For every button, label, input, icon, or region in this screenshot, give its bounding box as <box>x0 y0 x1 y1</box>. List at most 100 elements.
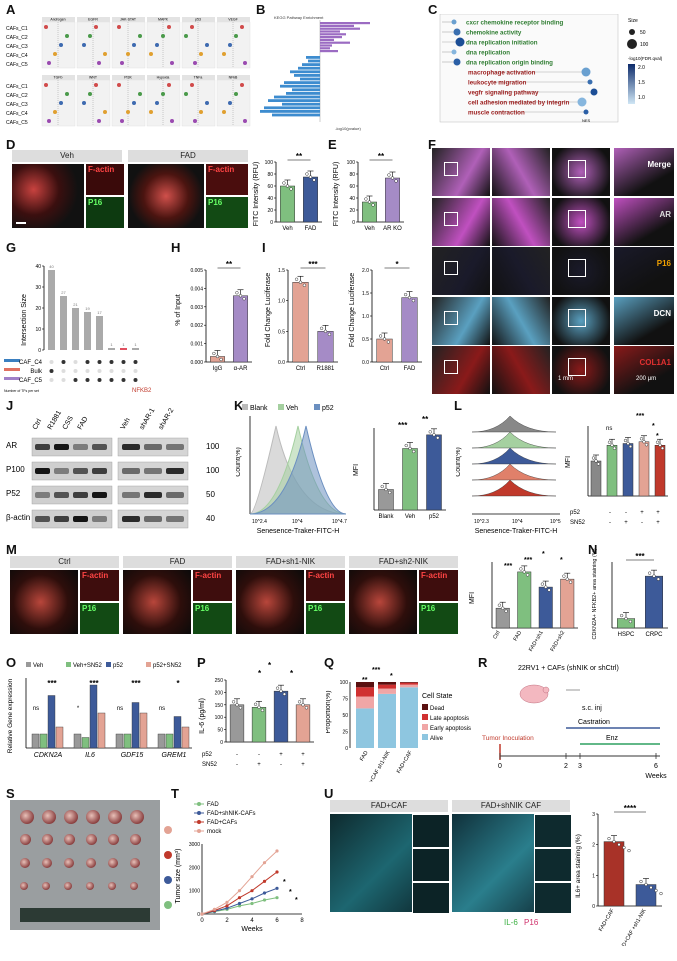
legend-label: Early apoptosis <box>430 726 471 732</box>
y-axis-label: Count(%) <box>456 447 462 477</box>
y-tick-label: 1000 <box>189 889 200 895</box>
x-tick-label: α-AR <box>234 366 248 372</box>
bar <box>654 445 666 497</box>
y-tick-label: 0 <box>345 746 348 752</box>
data-point <box>412 449 416 454</box>
tumor-sample <box>42 882 50 890</box>
panel-m-p16: P16 <box>419 603 458 634</box>
histogram <box>471 479 557 497</box>
sign: - <box>641 520 643 526</box>
legend-swatch <box>278 404 284 410</box>
data-point <box>658 443 662 447</box>
matrix-dot <box>97 378 102 382</box>
panel-d-veh-factin: F-actin <box>86 164 124 195</box>
stacked-segment <box>400 684 418 688</box>
tumor-sample <box>108 882 116 890</box>
panel-d-veh-p16: P16 <box>86 197 124 228</box>
facet-label: p53 <box>195 18 201 22</box>
bar <box>229 704 245 743</box>
x-tick-label: Ctrl <box>380 366 389 372</box>
facet-bg <box>41 79 76 127</box>
sign: + <box>656 510 660 516</box>
facet-label: VEGF <box>228 18 238 22</box>
lane-label: shAR-1 <box>139 407 157 431</box>
blot-band <box>122 516 140 522</box>
legend-swatch <box>26 662 31 667</box>
row-label: SN52 <box>202 762 218 768</box>
term-label: cxcr chemokine receptor binding <box>466 20 564 27</box>
bar-purple <box>320 27 360 30</box>
blot-band <box>166 444 184 450</box>
bar-blue <box>290 70 320 74</box>
bar <box>560 578 575 629</box>
lollipop-dot <box>590 88 598 96</box>
y-tick-label: 50 <box>217 728 223 734</box>
inset-box <box>568 358 586 376</box>
y-axis-label: MFI <box>469 592 476 604</box>
y-tick-label: 0.000 <box>190 360 203 366</box>
series-point <box>237 896 242 900</box>
bar-blue <box>292 88 320 92</box>
dot <box>44 83 48 87</box>
stacked-segment <box>378 682 396 685</box>
scale-bar <box>16 222 26 224</box>
tumor-sample <box>20 810 34 824</box>
legend-label: mock <box>207 829 222 835</box>
y-axis-label: Count(%) <box>236 447 242 477</box>
y-tick-label: 20 <box>267 208 273 214</box>
data-point <box>544 585 548 589</box>
panel-label-P: P <box>197 655 206 670</box>
series-point <box>225 900 229 904</box>
panel-label-F: F <box>428 137 436 152</box>
matrix-dot <box>109 378 114 382</box>
facet-strip <box>42 17 75 22</box>
data-point <box>378 334 383 338</box>
set-label: CAF_C5 <box>19 378 43 384</box>
panel-d-fad-header: FAD <box>128 150 248 162</box>
dot <box>167 25 171 29</box>
data-point <box>622 845 626 850</box>
x-tick-label: FAD+sh1 <box>528 630 545 652</box>
panel-f-label: AR <box>659 209 671 219</box>
sig-label: *** <box>635 552 645 561</box>
series-point <box>262 891 267 895</box>
y-tick-label: 1.0 <box>278 299 285 305</box>
data-point <box>647 571 652 575</box>
sig-label: * <box>395 260 399 269</box>
y-axis-label: MFI <box>565 456 572 468</box>
panel-o-grouped-bar-chart: Veh Veh+SN52 p52 p52+SN52 Relative Gene expr… <box>7 662 192 759</box>
panel-f-overview-2 <box>492 247 550 295</box>
data-point <box>639 437 644 441</box>
panel-m-header: FAD+sh2-NIK <box>349 556 458 568</box>
y-tick-label: 100 <box>347 160 356 166</box>
data-point <box>522 570 526 574</box>
bar <box>73 733 82 749</box>
stacked-segment <box>378 688 396 694</box>
panel-label-M: M <box>6 542 17 557</box>
matrix-dot <box>85 369 90 373</box>
facet-label: TGFb <box>54 76 63 80</box>
series-point <box>212 907 217 911</box>
row-label: CAFs_C4 <box>6 111 28 117</box>
x-tick-label: GDF15 <box>121 752 144 759</box>
facet-bg <box>181 21 216 69</box>
dot <box>65 34 69 38</box>
panel-u-inset-right-1 <box>534 814 572 848</box>
blot-band <box>73 444 88 450</box>
panel-m-p16-label: P16 <box>195 604 210 613</box>
series-point <box>275 896 279 900</box>
series-point <box>262 898 267 902</box>
data-point <box>319 326 324 330</box>
bar-blue <box>282 102 320 106</box>
dot <box>138 34 142 38</box>
y-axis-label: MFI <box>353 464 360 476</box>
panel-u-inset-left-2 <box>412 848 450 882</box>
panel-f-zoom: P16 <box>614 247 674 295</box>
sign: + <box>257 762 261 768</box>
y-tick-label: 0.002 <box>190 323 203 329</box>
stacked-segment <box>356 682 374 688</box>
panel-f-image-grid: Merge AR P16 DCN COL1A1 1 mm 200 μm <box>432 148 674 396</box>
sign: - <box>258 752 260 758</box>
legend-label: Dead <box>430 706 444 712</box>
